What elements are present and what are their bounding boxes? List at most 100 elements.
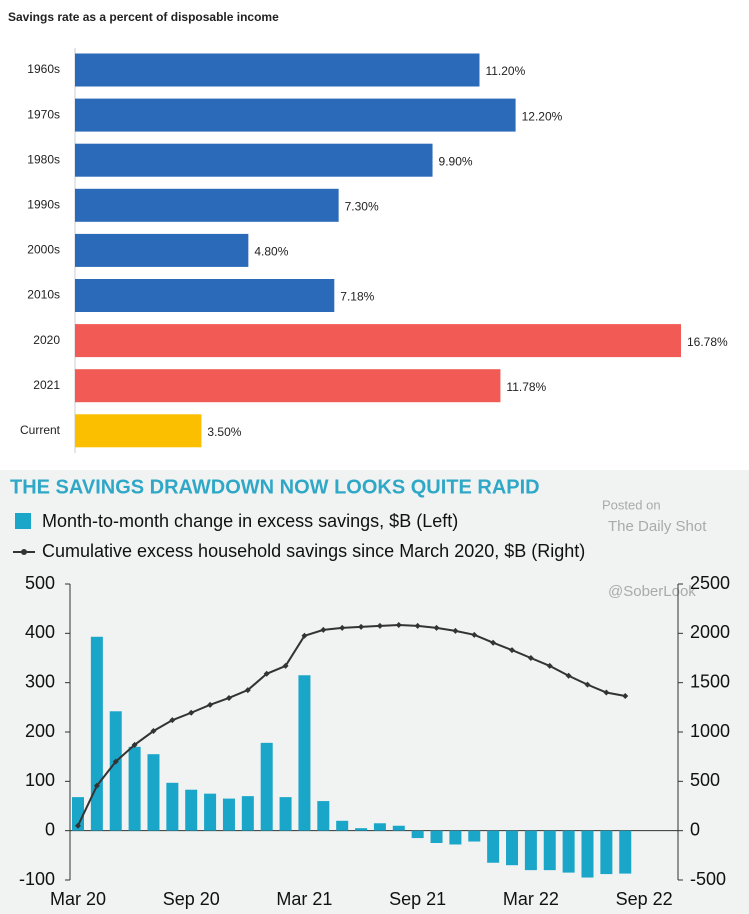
legend-label: Month-to-month change in excess savings,… — [42, 511, 458, 531]
line-marker — [509, 647, 516, 654]
x-tick-label: Mar 22 — [503, 889, 559, 909]
line-marker — [433, 624, 440, 631]
line-marker — [301, 632, 308, 639]
line-marker — [527, 655, 534, 661]
line-marker — [150, 728, 157, 735]
y-tick-label: 300 — [25, 671, 55, 691]
y2-tick-label: 1500 — [690, 671, 730, 691]
line-marker — [169, 717, 176, 724]
line-marker — [320, 626, 327, 633]
bar — [543, 830, 556, 871]
line-marker — [471, 631, 478, 638]
y2-tick-label: 1000 — [690, 721, 730, 741]
bar — [90, 636, 103, 831]
y-tick-label: -100 — [19, 869, 55, 889]
bar — [75, 279, 335, 312]
bar — [506, 830, 519, 866]
bar — [166, 782, 179, 831]
line-marker — [622, 692, 629, 699]
y-tick-label: 500 — [25, 573, 55, 593]
line-marker — [452, 627, 459, 634]
category-label: 1960s — [27, 62, 60, 76]
category-label: Current — [20, 423, 61, 437]
y-tick-label: 200 — [25, 721, 55, 741]
value-label: 3.50% — [207, 425, 241, 439]
bar — [411, 830, 424, 839]
bar — [279, 797, 292, 831]
value-label: 4.80% — [254, 245, 288, 259]
line-marker — [244, 687, 251, 694]
bar — [317, 801, 330, 831]
bar — [185, 789, 198, 831]
line-marker — [112, 758, 119, 765]
y2-tick-label: 500 — [690, 770, 720, 790]
line-marker — [584, 681, 591, 688]
chart-title: Savings rate as a percent of disposable … — [8, 10, 279, 24]
y2-tick-label: 0 — [690, 819, 700, 839]
category-label: 2021 — [33, 378, 60, 392]
line-marker — [282, 662, 289, 669]
line-marker — [376, 622, 383, 629]
panel-background — [0, 470, 749, 914]
line-marker — [395, 621, 402, 628]
legend-swatch — [15, 513, 31, 529]
bar — [392, 825, 405, 831]
y-tick-label: 100 — [25, 770, 55, 790]
category-label: 1970s — [27, 107, 60, 121]
line-marker — [603, 689, 610, 696]
bar — [75, 53, 480, 87]
bar — [75, 143, 433, 177]
line-marker — [93, 782, 100, 789]
bar — [75, 233, 249, 267]
y2-tick-label: -500 — [690, 869, 726, 889]
value-label: 12.20% — [522, 109, 563, 123]
value-label: 7.18% — [340, 290, 374, 304]
bar — [468, 830, 481, 842]
bar — [600, 830, 613, 875]
value-label: 9.90% — [439, 154, 473, 168]
bar — [204, 793, 217, 831]
bar — [562, 830, 575, 873]
line-marker — [565, 672, 572, 679]
x-tick-label: Mar 21 — [276, 889, 332, 909]
y-tick-label: 0 — [45, 819, 55, 839]
line-marker — [225, 694, 232, 701]
bar — [75, 324, 681, 358]
chart-title: THE SAVINGS DRAWDOWN NOW LOOKS QUITE RAP… — [10, 476, 540, 498]
line-marker — [131, 741, 138, 748]
bar — [524, 830, 537, 871]
bar — [241, 796, 254, 831]
line — [77, 623, 626, 827]
category-label: 2000s — [27, 243, 60, 257]
x-tick-label: Sep 21 — [389, 889, 446, 909]
x-tick-label: Mar 20 — [50, 889, 106, 909]
line-marker — [207, 701, 214, 708]
bar — [147, 754, 160, 831]
category-label: 1980s — [27, 152, 60, 166]
y2-tick-label: 2500 — [690, 573, 730, 593]
y2-tick-label: 2000 — [690, 622, 730, 642]
legend-marker — [21, 549, 27, 555]
bar — [75, 369, 501, 403]
line-marker — [75, 822, 81, 829]
bar — [128, 746, 141, 831]
bar — [75, 414, 202, 448]
bar — [298, 675, 311, 831]
y-tick-label: 400 — [25, 622, 55, 642]
bar — [260, 742, 273, 831]
line-marker — [358, 623, 365, 630]
line-marker — [414, 622, 421, 629]
line-marker — [546, 662, 553, 669]
value-label: 16.78% — [687, 335, 728, 349]
category-label: 1990s — [27, 197, 60, 211]
value-label: 11.20% — [485, 64, 525, 78]
annotation: @SoberLook — [608, 583, 696, 600]
line-marker — [490, 639, 497, 646]
line-marker — [339, 624, 346, 631]
bar — [449, 830, 462, 845]
annotation: The Daily Shot — [608, 518, 707, 535]
bar — [619, 830, 632, 874]
x-tick-label: Sep 20 — [163, 889, 220, 909]
